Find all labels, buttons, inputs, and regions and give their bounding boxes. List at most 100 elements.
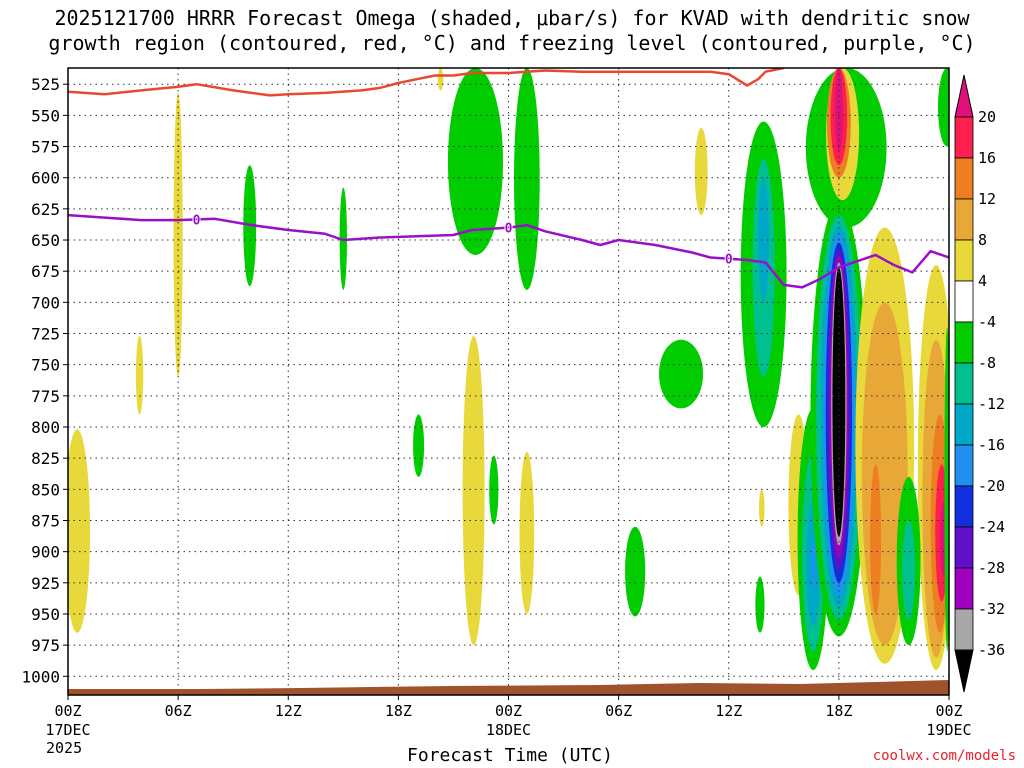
omega-blob xyxy=(870,464,882,614)
omega-blob xyxy=(462,336,485,646)
y-axis: 525 550 575 600 625 650 675 700 725 750 775 800 825 8… xyxy=(21,75,68,686)
freezing-level-label: 0 xyxy=(193,213,201,228)
x-tick-label: 00Z xyxy=(935,702,962,720)
chart-title-line-1: 2025121700 HRRR Forecast Omega (shaded, … xyxy=(54,6,970,30)
colorbar-swatch xyxy=(954,362,974,405)
y-tick-label: 850 xyxy=(31,480,60,499)
omega-blob xyxy=(519,451,535,614)
plot-frame xyxy=(67,67,950,696)
omega-blob xyxy=(937,68,949,147)
colorbar-swatch xyxy=(954,444,974,487)
omega-blob xyxy=(489,455,499,525)
y-tick-label: 900 xyxy=(31,543,60,562)
y-tick-label: 650 xyxy=(31,231,60,250)
y-tick-label: 875 xyxy=(31,511,60,530)
x-tick-label: 06Z xyxy=(165,702,192,720)
omega-blob xyxy=(944,327,949,652)
colorbar-swatch xyxy=(954,239,974,282)
colorbar-label: -28 xyxy=(978,559,1005,577)
omega-blob xyxy=(437,68,444,91)
x-tick-label: 00Z xyxy=(54,702,81,720)
gridlines xyxy=(68,68,949,695)
x-tick-date: 17DEC xyxy=(45,721,90,739)
colorbar-swatch xyxy=(954,526,974,569)
chart-title-line-2: growth region (contoured, red, °C) and f… xyxy=(48,31,976,55)
colorbar-label: 16 xyxy=(978,149,996,167)
credit-text: coolwx.com/models xyxy=(872,748,1016,764)
freezing-level-label: 0 xyxy=(725,253,733,268)
y-tick-label: 675 xyxy=(31,262,60,281)
omega-blob xyxy=(135,336,144,415)
omega-blob xyxy=(832,267,846,537)
y-tick-label: 700 xyxy=(31,293,60,312)
colorbar-label: 20 xyxy=(978,108,996,126)
omega-blob xyxy=(758,177,770,303)
x-tick-label: 18Z xyxy=(825,702,852,720)
colorbar-label: -32 xyxy=(978,600,1005,618)
colorbar-label: 12 xyxy=(978,190,996,208)
colorbar-label: 8 xyxy=(978,231,987,249)
colorbar-label: -4 xyxy=(978,313,996,331)
colorbar-label: 4 xyxy=(978,272,987,290)
omega-blob xyxy=(173,92,183,378)
omega-blob xyxy=(625,526,646,617)
y-tick-label: 825 xyxy=(31,449,60,468)
y-tick-label: 600 xyxy=(31,169,60,188)
omega-shading-layer xyxy=(68,68,949,671)
omega-blob xyxy=(755,576,765,633)
colorbar-label: -20 xyxy=(978,477,1005,495)
omega-blob xyxy=(811,539,816,590)
omega-blob xyxy=(68,429,91,633)
colorbar-label: -16 xyxy=(978,436,1005,454)
freezing-level-line xyxy=(68,213,949,289)
colorbar-label: -8 xyxy=(978,354,996,372)
y-tick-label: 725 xyxy=(31,325,60,344)
omega-blob xyxy=(834,68,843,153)
colorbar-label: -12 xyxy=(978,395,1005,413)
colorbar-swatch xyxy=(954,485,974,528)
colorbar-label: -24 xyxy=(978,518,1005,536)
y-tick-label: 1000 xyxy=(21,667,60,686)
colorbar-swatch xyxy=(954,567,974,610)
x-tick-date: 19DEC xyxy=(926,721,971,739)
colorbar-label: -36 xyxy=(978,641,1005,659)
y-tick-label: 575 xyxy=(31,138,60,157)
colorbar-swatch xyxy=(954,280,974,323)
x-tick-label: 12Z xyxy=(275,702,302,720)
colorbar-bottom-arrow xyxy=(954,649,974,693)
y-tick-label: 925 xyxy=(31,574,60,593)
dgz-contour-line xyxy=(68,68,785,97)
chart-title: 2025121700 HRRR Forecast Omega (shaded, … xyxy=(0,6,1024,56)
colorbar-swatch xyxy=(954,116,974,159)
omega-blob xyxy=(759,489,765,527)
colorbar-swatch xyxy=(954,321,974,364)
x-tick-label: 00Z xyxy=(495,702,522,720)
omega-blob xyxy=(413,414,425,477)
y-tick-label: 550 xyxy=(31,106,60,125)
x-tick-label: 18Z xyxy=(385,702,412,720)
y-tick-label: 800 xyxy=(31,418,60,437)
terrain-fill xyxy=(68,680,949,695)
colorbar-swatch xyxy=(954,157,974,200)
omega-blob xyxy=(694,127,708,216)
freezing-label-bg xyxy=(724,251,733,266)
omega-blob xyxy=(659,339,704,409)
y-tick-label: 975 xyxy=(31,636,60,655)
colorbar-swatch xyxy=(954,198,974,241)
x-tick-date: 18DEC xyxy=(486,721,531,739)
colorbar-top-arrow xyxy=(954,74,974,118)
y-tick-label: 775 xyxy=(31,387,60,406)
freezing-label-bg xyxy=(504,220,513,235)
colorbar: 20 16 12 8 4 -4 -8 -12 -16 -20 -24 -28 -32 -36 xyxy=(954,74,1005,693)
colorbar-swatch xyxy=(954,608,974,651)
y-tick-label: 950 xyxy=(31,605,60,624)
omega-blob xyxy=(514,68,540,290)
freezing-level-label: 0 xyxy=(505,222,513,237)
colorbar-swatch xyxy=(954,403,974,446)
y-tick-label: 625 xyxy=(31,200,60,219)
x-tick-label: 06Z xyxy=(605,702,632,720)
terrain-layer xyxy=(68,680,949,695)
freezing-label-bg xyxy=(192,212,201,227)
